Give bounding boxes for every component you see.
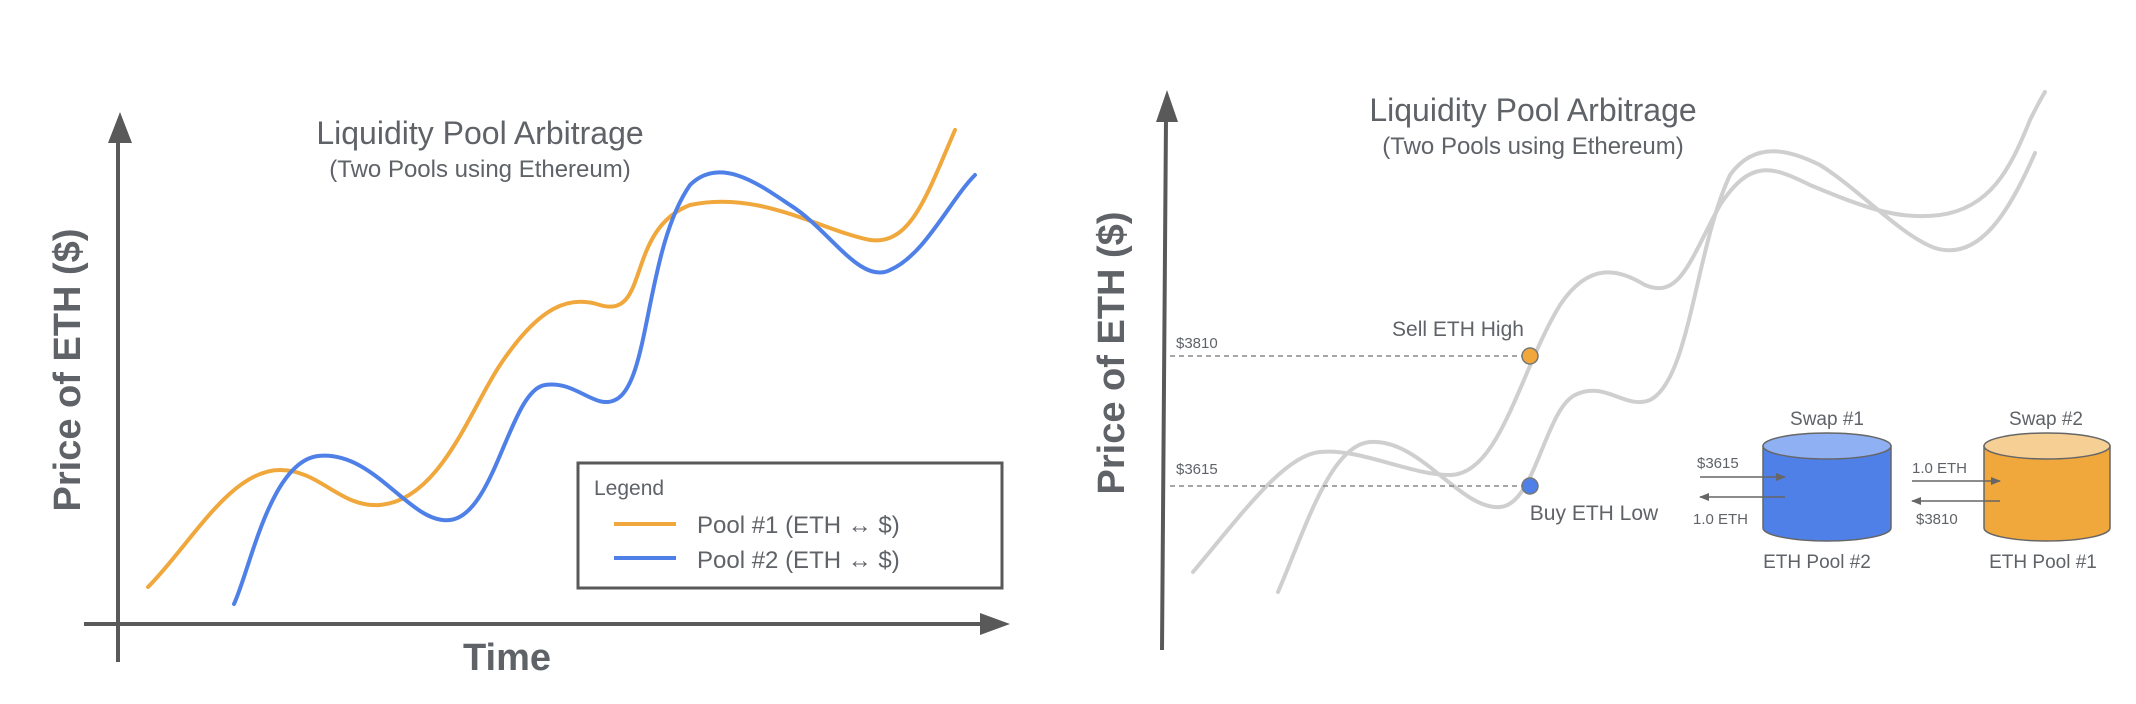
- right-title: Liquidity Pool Arbitrage: [1369, 92, 1696, 128]
- pool2-cylinder-body: [1762, 445, 1892, 542]
- left-title: Liquidity Pool Arbitrage: [316, 115, 643, 151]
- right-gray-curve-2: [1276, 149, 2037, 594]
- swap1-out-label: 1.0 ETH: [1693, 511, 1748, 528]
- right-subtitle: (Two Pools using Ethereum): [1382, 133, 1683, 160]
- low-price-label: $3615: [1176, 461, 1218, 478]
- left-y-axis-arrowhead: [108, 112, 132, 143]
- swap2-group: Swap #2 1.0 ETH $3810 ETH Pool #1: [1911, 409, 2111, 573]
- right-y-axis: [1160, 117, 1168, 651]
- left-panel: Liquidity Pool Arbitrage (Two Pools usin…: [47, 112, 1010, 679]
- buy-label: Buy ETH Low: [1530, 502, 1659, 525]
- legend-pool2-label: Pool #2 (ETH ↔ $): [697, 547, 900, 574]
- swap2-out-label: $3810: [1916, 511, 1958, 528]
- left-x-axis-label: Time: [463, 637, 551, 679]
- pool1-cylinder-body: [1983, 445, 2111, 542]
- swap1-pool-label: ETH Pool #2: [1763, 552, 1871, 573]
- legend: Legend Pool #1 (ETH ↔ $) Pool #2 (ETH ↔ …: [576, 461, 1004, 590]
- left-x-axis-arrowhead: [980, 613, 1010, 635]
- swap2-title: Swap #2: [2009, 409, 2083, 430]
- sell-point: [1521, 347, 1539, 365]
- right-y-axis-arrowhead: [1156, 90, 1178, 122]
- swap2-in-label: 1.0 ETH: [1912, 460, 1967, 477]
- legend-title: Legend: [594, 477, 664, 500]
- swap2-pool-label: ETH Pool #1: [1989, 552, 2097, 573]
- swap1-in-label: $3615: [1697, 455, 1739, 472]
- left-subtitle: (Two Pools using Ethereum): [329, 156, 630, 183]
- buy-point: [1521, 477, 1539, 495]
- swap1-title: Swap #1: [1790, 409, 1864, 430]
- sell-label: Sell ETH High: [1392, 318, 1524, 341]
- swap1-group: Swap #1 $3615 1.0 ETH ETH Pool #2: [1693, 409, 1892, 573]
- legend-pool1-label: Pool #1 (ETH ↔ $): [697, 512, 900, 539]
- right-gray-curve-1: [1191, 90, 2047, 574]
- pool2-curve: [232, 170, 977, 606]
- right-y-axis-label: Price of ETH ($): [1091, 212, 1133, 495]
- left-y-axis-label: Price of ETH ($): [47, 229, 89, 512]
- right-panel: Liquidity Pool Arbitrage (Two Pools usin…: [1091, 90, 2111, 651]
- pool2-cylinder-top: [1762, 432, 1892, 460]
- high-price-label: $3810: [1176, 335, 1218, 352]
- pool1-cylinder-top: [1983, 432, 2111, 460]
